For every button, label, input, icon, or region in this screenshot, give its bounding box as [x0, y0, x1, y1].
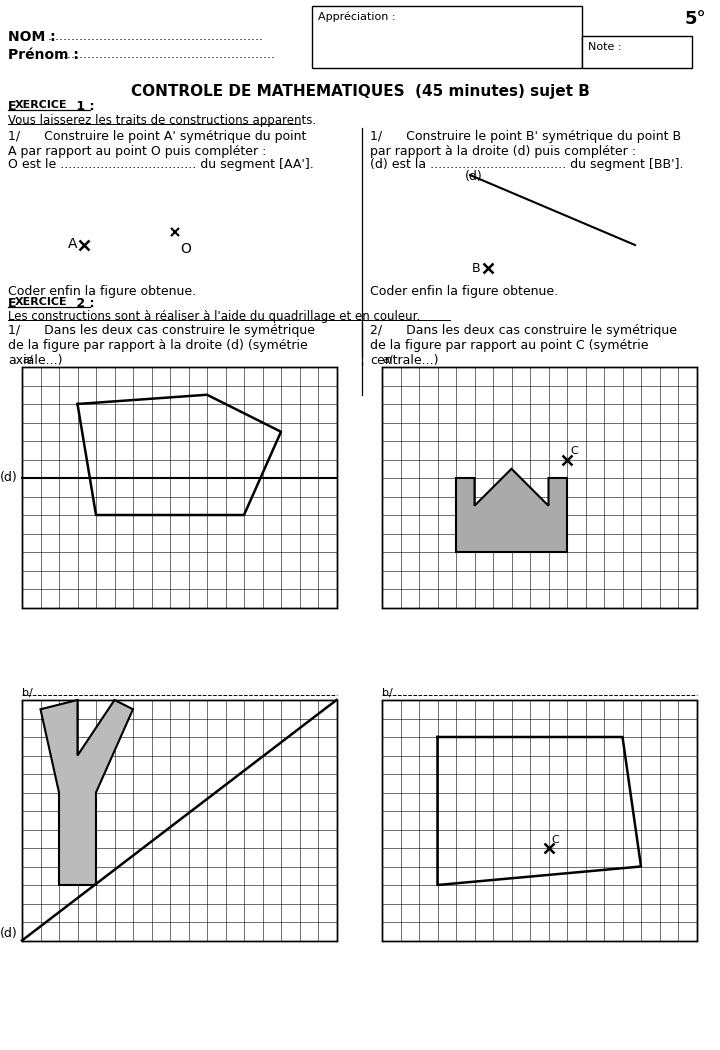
Polygon shape [40, 700, 133, 885]
Text: Note :: Note : [588, 42, 621, 52]
Text: b/: b/ [22, 688, 32, 698]
Text: ......................................................: ........................................… [60, 48, 276, 61]
Text: O est le .................................. du segment [AA'].: O est le ...............................… [8, 158, 314, 171]
Text: Vous laisserez les traits de constructions apparents.: Vous laisserez les traits de constructio… [8, 114, 316, 127]
Text: XERCICE: XERCICE [15, 100, 68, 110]
Text: 1/      Construire le point B' symétrique du point B
par rapport à la droite (d): 1/ Construire le point B' symétrique du … [370, 130, 681, 157]
Bar [582, 36, 692, 68]
Text: a/: a/ [22, 355, 32, 365]
Text: b/: b/ [382, 688, 392, 698]
Text: Coder enfin la figure obtenue.: Coder enfin la figure obtenue. [370, 285, 558, 298]
Text: 2/      Dans les deux cas construire le symétrique
de la figure par rapport au p: 2/ Dans les deux cas construire le symét… [370, 324, 677, 368]
Text: ......................................................: ........................................… [48, 30, 264, 43]
Text: a/: a/ [382, 355, 392, 365]
Text: XERCICE: XERCICE [15, 297, 68, 307]
Bar [22, 700, 336, 941]
Text: 1/      Construire le point A' symétrique du point
A par rapport au point O puis: 1/ Construire le point A' symétrique du … [8, 130, 307, 157]
Polygon shape [456, 468, 567, 552]
Text: CONTROLE DE MATHEMATIQUES  (45 minutes) sujet B: CONTROLE DE MATHEMATIQUES (45 minutes) s… [130, 84, 590, 99]
Text: E: E [8, 100, 17, 113]
Text: E: E [8, 297, 17, 310]
Text: Les constructions sont à réaliser à l'aide du quadrillage et en couleur.: Les constructions sont à réaliser à l'ai… [8, 310, 420, 323]
Bar [22, 368, 336, 608]
Text: C: C [570, 446, 577, 457]
Bar [382, 368, 696, 608]
Text: (d): (d) [0, 927, 18, 941]
Text: C: C [552, 835, 559, 845]
Text: (d) est la .................................. du segment [BB'].: (d) est la .............................… [370, 158, 683, 171]
Text: 2 :: 2 : [72, 297, 94, 310]
Text: Prénom :: Prénom : [8, 48, 79, 62]
Text: 1 :: 1 : [72, 100, 94, 113]
Text: (d): (d) [465, 170, 482, 183]
Text: B: B [472, 262, 481, 275]
Text: A: A [68, 237, 78, 251]
Text: (d): (d) [0, 471, 18, 484]
Bar [382, 700, 696, 941]
Text: 1/      Dans les deux cas construire le symétrique
de la figure par rapport à la: 1/ Dans les deux cas construire le symét… [8, 324, 315, 368]
Bar [312, 6, 582, 68]
Text: O: O [180, 242, 191, 256]
Text: Coder enfin la figure obtenue.: Coder enfin la figure obtenue. [8, 285, 196, 298]
Text: Appréciation :: Appréciation : [318, 12, 395, 22]
Text: 5°: 5° [685, 10, 706, 28]
Text: NOM :: NOM : [8, 30, 55, 44]
